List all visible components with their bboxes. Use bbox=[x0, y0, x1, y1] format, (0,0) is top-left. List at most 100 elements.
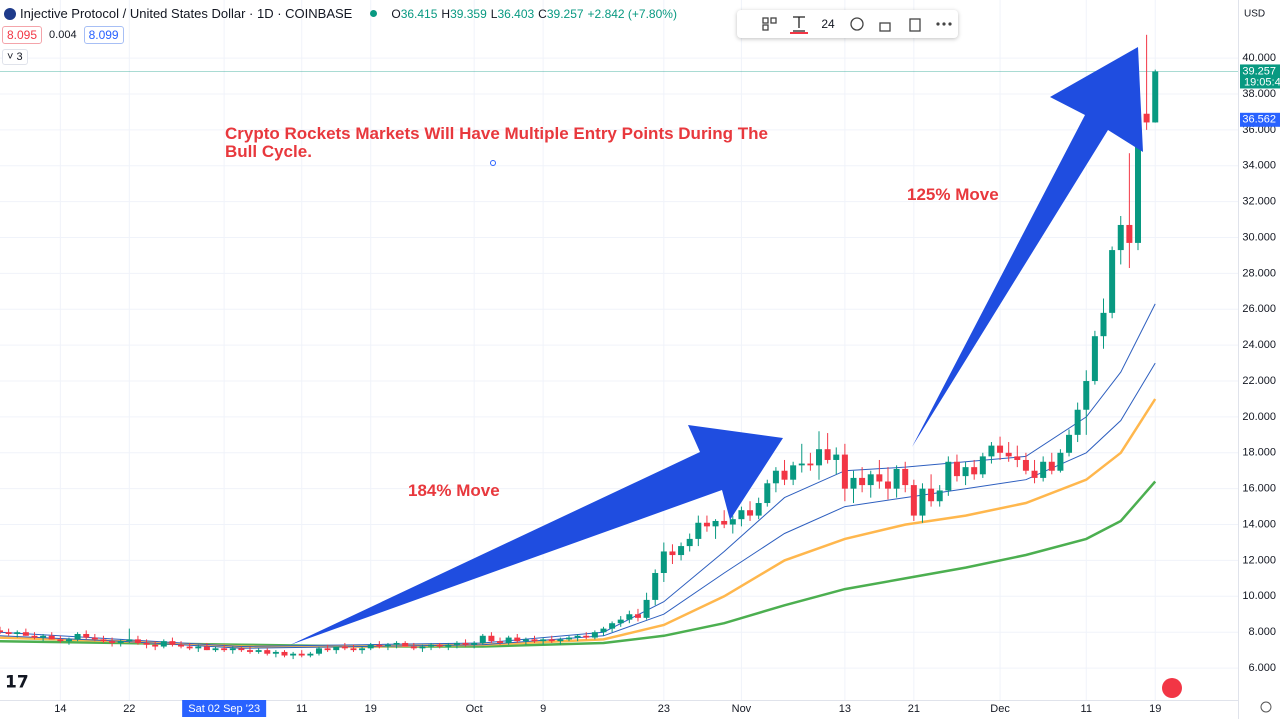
candle-body bbox=[695, 522, 702, 539]
candle-body bbox=[160, 641, 167, 647]
delete-icon[interactable] bbox=[909, 18, 921, 32]
candle-body bbox=[178, 644, 185, 647]
candle-body bbox=[988, 445, 995, 457]
x-tick-label: 21 bbox=[908, 703, 920, 715]
candle-body bbox=[186, 646, 193, 649]
candle-body bbox=[5, 632, 12, 634]
candle-body bbox=[522, 639, 529, 642]
candle-body bbox=[936, 490, 943, 502]
y-tick-label: 32.000 bbox=[1242, 196, 1276, 208]
text-icon[interactable] bbox=[793, 16, 805, 32]
candle-body bbox=[48, 635, 55, 640]
annotation: 125% Move bbox=[907, 185, 999, 204]
candle-body bbox=[1031, 470, 1038, 478]
logo: 𝟭𝟳 bbox=[5, 672, 29, 691]
candle-body bbox=[1014, 456, 1021, 460]
candle-body bbox=[772, 470, 779, 484]
candle-body bbox=[574, 635, 581, 638]
candle-body bbox=[333, 646, 340, 651]
readout-value: 39.257 bbox=[546, 6, 584, 21]
crosshair-date-box bbox=[182, 700, 267, 717]
candle-body bbox=[74, 633, 81, 640]
candle-body bbox=[229, 648, 236, 651]
candle-body bbox=[712, 520, 719, 527]
candle-body bbox=[40, 635, 47, 638]
font-size[interactable]: 24 bbox=[821, 17, 835, 31]
x-tick-label: Nov bbox=[732, 703, 752, 715]
candle-body bbox=[143, 642, 150, 645]
candle-body bbox=[755, 503, 762, 516]
marked-price-label: 36.562 bbox=[1242, 114, 1276, 126]
candle-body bbox=[315, 648, 322, 654]
annotation: 184% Move bbox=[408, 481, 500, 500]
indicator-lines bbox=[0, 303, 1157, 649]
candle-body bbox=[609, 623, 616, 629]
candle-body bbox=[281, 651, 288, 656]
candle-body bbox=[867, 474, 874, 486]
candle-body bbox=[479, 635, 486, 643]
candle-body bbox=[419, 646, 426, 649]
candle-body bbox=[436, 644, 443, 647]
status-dot bbox=[370, 10, 378, 17]
y-tick-label: 22.000 bbox=[1242, 375, 1276, 387]
candle-body bbox=[876, 474, 883, 482]
readout-value: 39.359 bbox=[450, 6, 487, 21]
candle-body bbox=[1143, 113, 1150, 123]
candle-body bbox=[1134, 113, 1141, 243]
candle-body bbox=[953, 461, 960, 477]
indicator-line bbox=[0, 398, 1157, 648]
candle-body bbox=[729, 519, 736, 525]
candle-body bbox=[462, 642, 469, 645]
candle-body bbox=[928, 488, 935, 502]
symbol: Injective Protocol / United States Dolla… bbox=[20, 6, 353, 21]
readout-key: L bbox=[490, 6, 498, 21]
lock-icon[interactable] bbox=[879, 22, 891, 32]
last-price-box bbox=[1240, 64, 1280, 89]
y-tick-label: 40.000 bbox=[1242, 52, 1276, 64]
candle-body bbox=[471, 642, 478, 645]
candle-body bbox=[884, 481, 891, 489]
y-tick-label: 30.000 bbox=[1242, 231, 1276, 243]
candle-body bbox=[540, 639, 547, 642]
readout-value: +2.842 (+7.80%) bbox=[587, 6, 677, 21]
x-tick-label: Dec bbox=[990, 703, 1010, 715]
candle-body bbox=[841, 454, 848, 489]
annotation: Crypto Rockets Markets Will Have Multipl… bbox=[225, 124, 768, 161]
candle-body bbox=[514, 637, 521, 642]
readout-value: 36.415 bbox=[400, 6, 438, 21]
settings-icon[interactable] bbox=[850, 17, 864, 31]
candle-body bbox=[790, 465, 797, 480]
candle-body bbox=[1126, 224, 1133, 243]
arrow bbox=[290, 425, 783, 645]
candle-body bbox=[0, 630, 3, 633]
candle-body bbox=[591, 632, 598, 638]
candle-body bbox=[703, 522, 710, 527]
candle-body bbox=[1048, 461, 1055, 471]
symbol-row: Injective Protocol / United States Dolla… bbox=[4, 6, 677, 21]
collapse-row: ˅ 3 bbox=[2, 49, 28, 65]
candle-body bbox=[14, 632, 21, 634]
candle-body bbox=[290, 653, 297, 656]
candle-body bbox=[833, 454, 840, 460]
templates-icon[interactable] bbox=[762, 17, 769, 24]
y-tick-label: 28.000 bbox=[1242, 267, 1276, 279]
candle-body bbox=[686, 538, 693, 547]
candle-body bbox=[660, 551, 667, 573]
collapse-button[interactable]: ˅ 3 bbox=[2, 49, 28, 65]
candle-body bbox=[1152, 71, 1159, 123]
toolbar-icons: 24 bbox=[762, 16, 952, 34]
x-tick-label: 11 bbox=[296, 703, 307, 715]
marked-price-box bbox=[1240, 112, 1280, 127]
settings-icon[interactable] bbox=[1260, 701, 1272, 713]
candle-body bbox=[565, 637, 572, 640]
candle-body bbox=[816, 449, 823, 466]
candle-body bbox=[393, 642, 400, 645]
indicator-row: 8.095 0.004 8.099 bbox=[2, 26, 124, 44]
readout-key: C bbox=[538, 6, 547, 21]
last-price-label: 39.257 bbox=[1242, 65, 1276, 77]
candle-body bbox=[1074, 409, 1081, 435]
candle-body bbox=[807, 463, 814, 466]
candle-body bbox=[497, 641, 504, 643]
candle-body bbox=[600, 628, 607, 633]
candle-body bbox=[548, 639, 555, 642]
